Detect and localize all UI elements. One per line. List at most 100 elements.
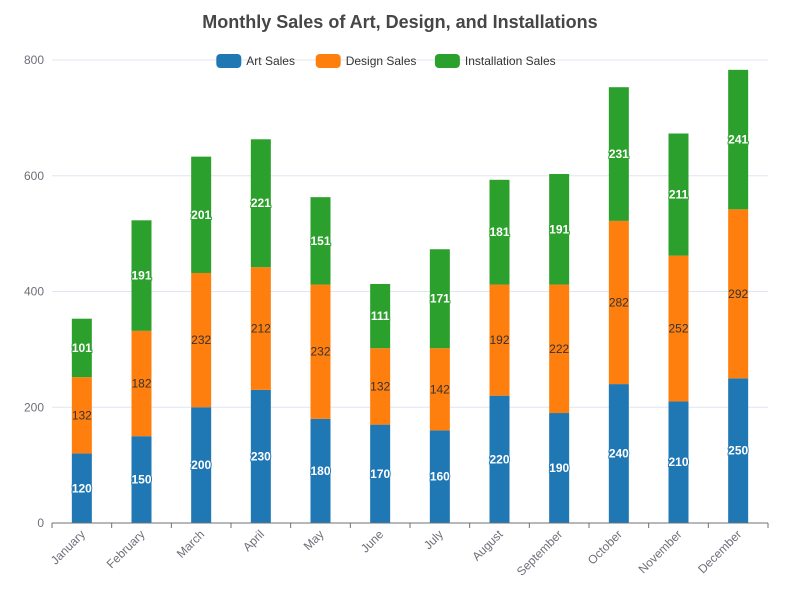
bar-installation-sales xyxy=(370,283,391,349)
bar-art-sales xyxy=(250,389,271,523)
bar-art-sales xyxy=(191,407,212,523)
data-label: 211 xyxy=(669,188,689,202)
data-label: 190 xyxy=(549,461,569,475)
y-tick-label: 800 xyxy=(24,53,44,67)
x-tick-label: March xyxy=(174,527,207,560)
data-label: 160 xyxy=(430,470,450,484)
data-label: 232 xyxy=(191,333,211,347)
data-label: 200 xyxy=(191,458,211,472)
data-label: 212 xyxy=(251,322,271,336)
data-label: 101 xyxy=(72,341,92,355)
bar-design-sales xyxy=(549,284,570,414)
legend-swatch xyxy=(216,54,242,68)
bar-installation-sales xyxy=(250,139,271,268)
bar-installation-sales xyxy=(549,174,570,285)
data-label: 191 xyxy=(549,222,569,236)
data-label: 171 xyxy=(430,292,450,306)
bar-art-sales xyxy=(489,395,510,523)
y-tick-label: 400 xyxy=(24,285,44,299)
data-label: 111 xyxy=(371,309,390,323)
bar-installation-sales xyxy=(71,318,92,378)
bar-art-sales xyxy=(370,424,391,523)
bar-installation-sales xyxy=(191,156,212,273)
data-label: 132 xyxy=(72,408,92,422)
bar-installation-sales xyxy=(668,133,689,256)
legend-item-installation-sales[interactable]: Installation Sales xyxy=(434,54,556,68)
bar-design-sales xyxy=(608,220,629,385)
bar-design-sales xyxy=(191,272,212,408)
data-label: 292 xyxy=(728,287,748,301)
x-tick-label: January xyxy=(48,527,88,567)
x-tick-label: August xyxy=(469,527,506,564)
bar-art-sales xyxy=(310,418,331,523)
bar-installation-sales xyxy=(728,69,749,210)
y-axis: 0 200 400 600 800 xyxy=(24,53,44,530)
data-label: 180 xyxy=(310,464,330,478)
x-tick-label: September xyxy=(514,527,565,578)
legend-item-art-sales[interactable]: Art Sales xyxy=(216,54,295,68)
bar-installation-sales xyxy=(310,197,331,285)
data-label: 201 xyxy=(191,208,211,222)
bar-art-sales xyxy=(608,384,629,523)
x-tick-label: April xyxy=(240,527,267,554)
bar-installation-sales xyxy=(429,249,450,349)
x-tick-label: July xyxy=(421,527,446,552)
bar-art-sales xyxy=(549,413,570,523)
bar-art-sales xyxy=(131,436,152,523)
bar-design-sales xyxy=(310,284,331,419)
data-label: 241 xyxy=(728,133,748,147)
bar-design-sales xyxy=(250,267,271,390)
data-label: 120 xyxy=(72,481,92,495)
x-tick-label: May xyxy=(301,527,327,553)
y-tick-label: 200 xyxy=(24,400,44,414)
data-label: 282 xyxy=(609,295,629,309)
data-label: 170 xyxy=(370,467,390,481)
x-tick-label: November xyxy=(636,527,685,576)
x-tick-label: December xyxy=(695,527,744,576)
bar-design-sales xyxy=(429,348,450,431)
bar-installation-sales xyxy=(489,179,510,285)
data-label: 151 xyxy=(310,234,330,248)
y-tick-label: 0 xyxy=(37,516,44,530)
bar-installation-sales xyxy=(131,220,152,331)
x-axis: January February March April May June July Augu… xyxy=(48,522,769,579)
bar-design-sales xyxy=(668,255,689,402)
data-label: 232 xyxy=(310,345,330,359)
bar-design-sales xyxy=(489,284,510,396)
data-label: 240 xyxy=(609,447,629,461)
data-label: 132 xyxy=(370,379,390,393)
chart-title: Monthly Sales of Art, Design, and Instal… xyxy=(202,12,597,32)
data-labels: 120 132 101 150 182 191 200 232 201 230 212 221 180 2… xyxy=(71,132,750,497)
data-label: 231 xyxy=(609,147,629,161)
bar-design-sales xyxy=(728,209,749,379)
bar-art-sales xyxy=(429,430,450,523)
legend-swatch xyxy=(434,54,460,68)
legend-swatch xyxy=(315,54,341,68)
data-label: 220 xyxy=(489,452,509,466)
legend-label: Art Sales xyxy=(246,54,295,68)
x-tick-label: February xyxy=(104,527,148,571)
bar-installation-sales xyxy=(608,87,629,221)
bars xyxy=(71,69,749,523)
data-label: 250 xyxy=(728,444,748,458)
legend-item-design-sales[interactable]: Design Sales xyxy=(315,54,417,68)
bar-art-sales xyxy=(71,453,92,523)
legend-label: Installation Sales xyxy=(465,54,556,68)
bar-art-sales xyxy=(668,401,689,523)
x-tick-label: October xyxy=(585,527,625,567)
data-label: 222 xyxy=(549,342,569,356)
data-label: 210 xyxy=(668,455,688,469)
data-label: 221 xyxy=(251,196,271,210)
data-label: 192 xyxy=(489,333,509,347)
data-label: 142 xyxy=(430,382,450,396)
data-label: 230 xyxy=(251,449,271,463)
bar-design-sales xyxy=(71,377,92,454)
y-tick-label: 600 xyxy=(24,169,44,183)
bar-design-sales xyxy=(131,330,152,437)
x-tick-label: June xyxy=(358,527,387,556)
data-label: 150 xyxy=(131,473,151,487)
data-label: 181 xyxy=(489,225,509,239)
grid-lines xyxy=(52,59,768,408)
legend: Art Sales Design Sales Installation Sales xyxy=(216,54,556,68)
